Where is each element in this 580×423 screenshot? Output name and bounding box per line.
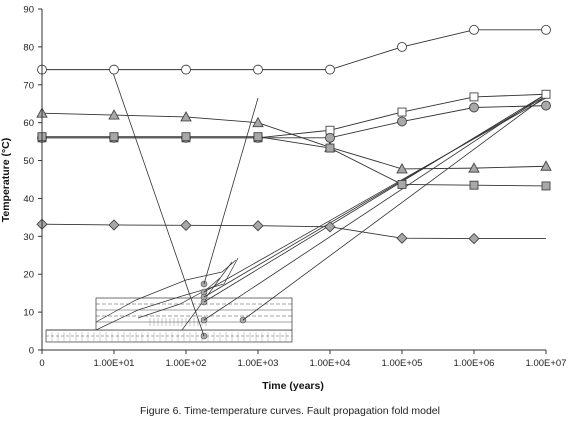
data-point-circle — [181, 64, 191, 75]
data-point-triangle — [468, 162, 480, 173]
data-point-square — [541, 181, 551, 191]
data-point-triangle — [180, 111, 192, 122]
connector-line — [203, 97, 259, 285]
y-axis-title: Temperature (°C) — [0, 138, 12, 223]
y-tick-label: 70 — [23, 80, 34, 91]
data-point-triangle — [540, 160, 552, 171]
inset-fold-trace — [95, 259, 237, 323]
connector-line — [203, 93, 547, 321]
series-diamond-filled — [36, 218, 546, 245]
y-tick-label: 10 — [23, 308, 34, 319]
series-line — [41, 112, 547, 170]
y-tick-label: 80 — [23, 42, 34, 53]
data-point-circle — [325, 132, 335, 143]
x-tick-label: 1.00E+03 — [238, 358, 279, 369]
data-point-square — [541, 89, 551, 99]
connector-line — [242, 95, 547, 321]
data-point-triangle — [108, 109, 120, 120]
connector-lines — [111, 69, 547, 337]
x-tick-label: 1.00E+01 — [94, 358, 135, 369]
data-point-circle — [325, 64, 335, 75]
data-point-square — [253, 132, 263, 142]
x-axis-title: Time (years) — [262, 380, 324, 392]
data-point-square — [469, 180, 479, 190]
data-point-circle — [469, 102, 479, 113]
axes: 0 10 20 30 40 50 60 70 80 90 0 1.00E+01 1.00E+02 1.00… — [23, 5, 566, 370]
data-point-circle — [541, 24, 551, 35]
x-tick-label: 0 — [39, 358, 44, 369]
data-point-square — [325, 143, 335, 153]
data-point-circle — [397, 41, 407, 52]
data-point-circle — [109, 64, 119, 75]
data-point-diamond — [468, 232, 480, 245]
data-point-square — [109, 132, 119, 142]
series-group — [36, 24, 552, 245]
y-tick-label: 40 — [23, 194, 34, 205]
data-point-circle — [469, 24, 479, 35]
x-tick-label: 1.00E+05 — [382, 358, 423, 369]
x-tick-label: 1.00E+07 — [526, 358, 567, 369]
x-tick-label: 1.00E+04 — [310, 358, 351, 369]
data-point-diamond — [180, 219, 192, 231]
data-point-diamond — [108, 219, 120, 231]
inset-fold-trace — [95, 257, 239, 331]
figure-caption: Figure 6. Time-temperature curves. Fault… — [140, 405, 440, 417]
data-point-square — [181, 132, 191, 142]
y-tick-label: 90 — [23, 5, 34, 16]
y-tick-label: 30 — [23, 232, 34, 243]
series-line — [42, 136, 547, 187]
data-point-circle — [541, 100, 551, 111]
series-line — [42, 105, 547, 139]
data-point-diamond — [324, 221, 336, 233]
data-point-square — [469, 92, 479, 102]
y-tick-label: 50 — [23, 156, 34, 167]
data-point-diamond — [252, 220, 264, 232]
data-point-triangle — [396, 162, 408, 174]
data-point-square — [397, 179, 407, 189]
y-tick-label: 0 — [29, 346, 34, 357]
series-line — [41, 223, 546, 240]
data-point-triangle — [252, 116, 264, 128]
connector-line — [203, 97, 547, 293]
fold-model-inset — [45, 257, 293, 343]
inset-fold-trace — [137, 277, 221, 319]
y-tick-label: 60 — [23, 118, 34, 129]
series-line — [42, 29, 546, 71]
x-tick-label: 1.00E+02 — [166, 358, 207, 369]
data-point-circle — [253, 64, 263, 75]
connector-line — [203, 93, 547, 303]
data-point-diamond — [396, 232, 408, 244]
data-point-square — [397, 107, 407, 117]
connector-line — [111, 69, 205, 337]
connector-line — [203, 95, 547, 298]
x-tick-label: 1.00E+06 — [454, 358, 495, 369]
data-point-circle — [397, 116, 407, 127]
y-tick-label: 20 — [23, 270, 34, 281]
